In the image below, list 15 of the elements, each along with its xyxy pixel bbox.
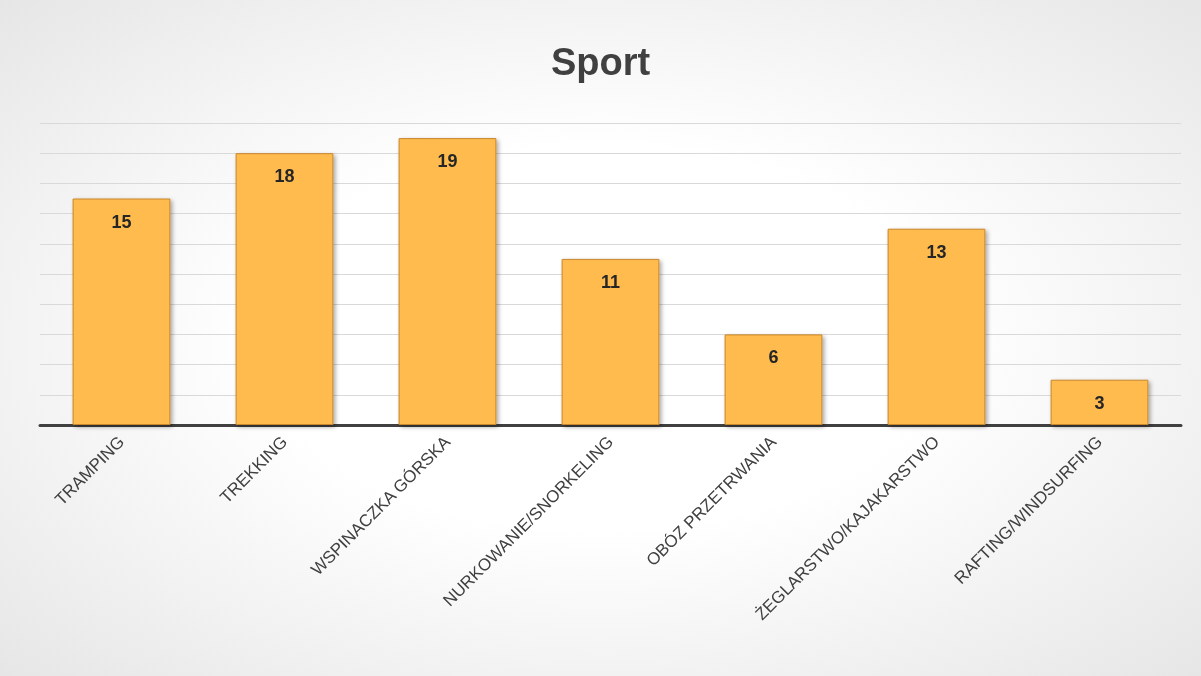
- bar: [72, 198, 171, 425]
- bar: [887, 228, 986, 425]
- data-label: 13: [926, 241, 947, 262]
- bar: [1050, 379, 1149, 425]
- data-label: 19: [437, 151, 458, 172]
- bar: [235, 153, 334, 425]
- bar: [561, 258, 660, 425]
- data-label: 18: [274, 166, 295, 187]
- data-label: 3: [1094, 392, 1105, 413]
- data-label: 6: [768, 347, 779, 368]
- data-label: 15: [111, 211, 132, 232]
- data-label: 11: [600, 271, 621, 292]
- bar: [724, 334, 823, 425]
- chart-title: Sport: [550, 41, 651, 83]
- bar: [398, 138, 497, 425]
